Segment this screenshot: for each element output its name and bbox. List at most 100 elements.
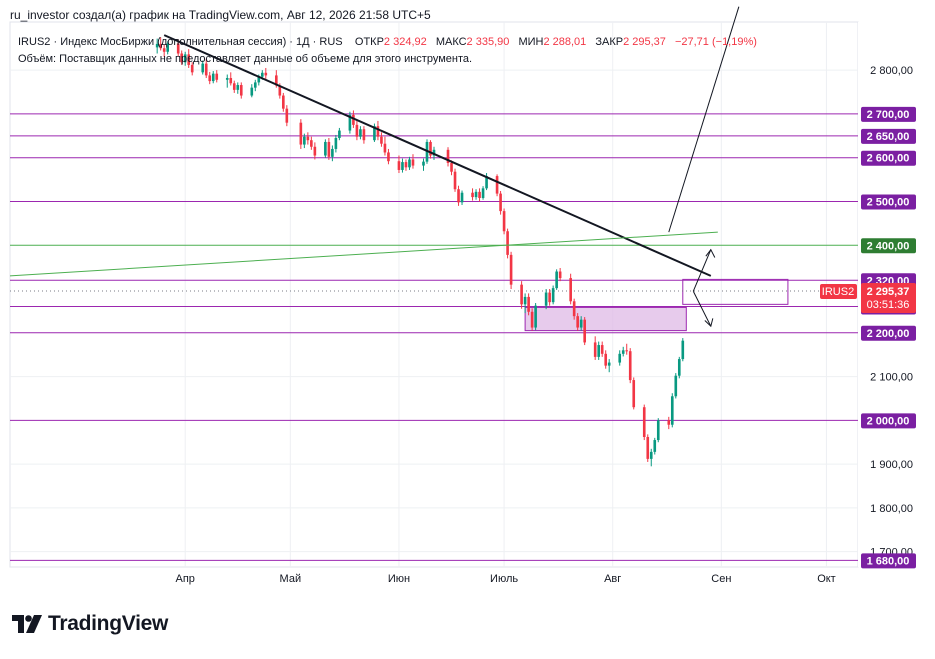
- candle-body[interactable]: [446, 149, 450, 163]
- level-price-label[interactable]: [861, 106, 916, 122]
- candle-body[interactable]: [176, 43, 180, 54]
- candle-body[interactable]: [548, 292, 551, 303]
- candle-body[interactable]: [253, 82, 257, 88]
- candle-body[interactable]: [555, 271, 558, 289]
- candle-body[interactable]: [411, 159, 415, 166]
- candle-body[interactable]: [593, 342, 597, 357]
- candle-body[interactable]: [677, 359, 681, 376]
- candle-body[interactable]: [558, 271, 562, 279]
- candle-body[interactable]: [404, 162, 408, 168]
- candle-body[interactable]: [572, 301, 576, 317]
- range-rectangle[interactable]: [682, 278, 789, 305]
- candle-body[interactable]: [282, 95, 285, 109]
- candle-body[interactable]: [397, 161, 401, 170]
- candle-body[interactable]: [642, 407, 646, 437]
- candle-body[interactable]: [502, 211, 506, 232]
- down-arrow[interactable]: [692, 290, 712, 327]
- candle-body[interactable]: [225, 78, 229, 80]
- level-price-label[interactable]: [861, 413, 916, 429]
- candle-body[interactable]: [355, 124, 359, 137]
- candle-body[interactable]: [334, 138, 338, 149]
- candle-body[interactable]: [303, 136, 306, 145]
- candle-body[interactable]: [649, 451, 653, 459]
- candle-body[interactable]: [183, 54, 187, 63]
- symbol-legend[interactable]: IRUS2 · Индекс МосБиржи (дополнительная …: [18, 36, 763, 48]
- candle-body[interactable]: [348, 114, 352, 131]
- candle-body[interactable]: [667, 420, 671, 425]
- trendline[interactable]: [668, 6, 740, 233]
- candle-body[interactable]: [527, 296, 530, 312]
- level-price-label[interactable]: [861, 553, 916, 569]
- candle-body[interactable]: [187, 54, 191, 65]
- candle-body[interactable]: [299, 122, 303, 145]
- candle-body[interactable]: [600, 345, 604, 354]
- candle-body[interactable]: [408, 159, 411, 168]
- candle-body[interactable]: [670, 396, 674, 425]
- candle-body[interactable]: [544, 292, 548, 306]
- candle-body[interactable]: [180, 53, 184, 63]
- candle-body[interactable]: [306, 136, 310, 141]
- candle-body[interactable]: [551, 288, 555, 303]
- candle-body[interactable]: [331, 148, 334, 157]
- candle-body[interactable]: [579, 319, 583, 328]
- candle-body[interactable]: [211, 73, 215, 82]
- candle-body[interactable]: [352, 114, 355, 125]
- candle-body[interactable]: [278, 85, 282, 96]
- candle-body[interactable]: [509, 254, 513, 285]
- candle-body[interactable]: [159, 43, 162, 49]
- candle-body[interactable]: [229, 78, 233, 84]
- candle-body[interactable]: [260, 72, 264, 77]
- candle-body[interactable]: [215, 73, 219, 80]
- candle-body[interactable]: [534, 305, 537, 328]
- candle-body[interactable]: [520, 284, 523, 305]
- candle-body[interactable]: [236, 85, 240, 90]
- up-arrow[interactable]: [692, 249, 712, 292]
- candle-body[interactable]: [499, 193, 502, 212]
- candle-body[interactable]: [162, 48, 166, 52]
- candle-body[interactable]: [155, 43, 159, 48]
- candle-body[interactable]: [569, 278, 572, 302]
- candle-body[interactable]: [621, 350, 625, 354]
- candle-body[interactable]: [257, 76, 261, 83]
- candle-body[interactable]: [239, 85, 243, 96]
- candle-body[interactable]: [166, 43, 169, 52]
- candle-body[interactable]: [313, 146, 317, 156]
- candle-body[interactable]: [324, 141, 327, 156]
- trendline[interactable]: [9, 231, 718, 277]
- candle-body[interactable]: [264, 72, 268, 76]
- candle-body[interactable]: [481, 188, 485, 198]
- candle-body[interactable]: [597, 345, 601, 357]
- candle-body[interactable]: [506, 231, 509, 255]
- level-price-label[interactable]: [861, 325, 916, 341]
- candle-body[interactable]: [338, 130, 341, 139]
- zone-rectangle[interactable]: [524, 306, 687, 332]
- candle-body[interactable]: [450, 162, 453, 172]
- candle-body[interactable]: [530, 311, 534, 328]
- candle-body[interactable]: [653, 440, 657, 452]
- candle-body[interactable]: [208, 75, 212, 82]
- candle-body[interactable]: [376, 126, 380, 137]
- candle-body[interactable]: [232, 83, 236, 90]
- candle-body[interactable]: [429, 141, 432, 156]
- candle-body[interactable]: [275, 75, 278, 86]
- candle-body[interactable]: [583, 319, 586, 343]
- candle-body[interactable]: [285, 108, 289, 123]
- candle-body[interactable]: [432, 149, 436, 156]
- candle-body[interactable]: [362, 129, 366, 141]
- candle-body[interactable]: [628, 351, 632, 381]
- level-price-label[interactable]: [861, 194, 916, 210]
- candle-body[interactable]: [625, 350, 629, 352]
- level-price-label[interactable]: [861, 128, 916, 144]
- candle-body[interactable]: [373, 126, 376, 141]
- candle-body[interactable]: [474, 191, 478, 198]
- candle-body[interactable]: [201, 63, 205, 73]
- candle-body[interactable]: [656, 420, 660, 441]
- candle-body[interactable]: [674, 375, 678, 397]
- candle-body[interactable]: [250, 87, 254, 96]
- candle-body[interactable]: [604, 353, 608, 366]
- chart-pane[interactable]: [9, 21, 859, 568]
- level-price-label[interactable]: [861, 150, 916, 166]
- candle-body[interactable]: [607, 362, 611, 366]
- candle-body[interactable]: [495, 176, 499, 194]
